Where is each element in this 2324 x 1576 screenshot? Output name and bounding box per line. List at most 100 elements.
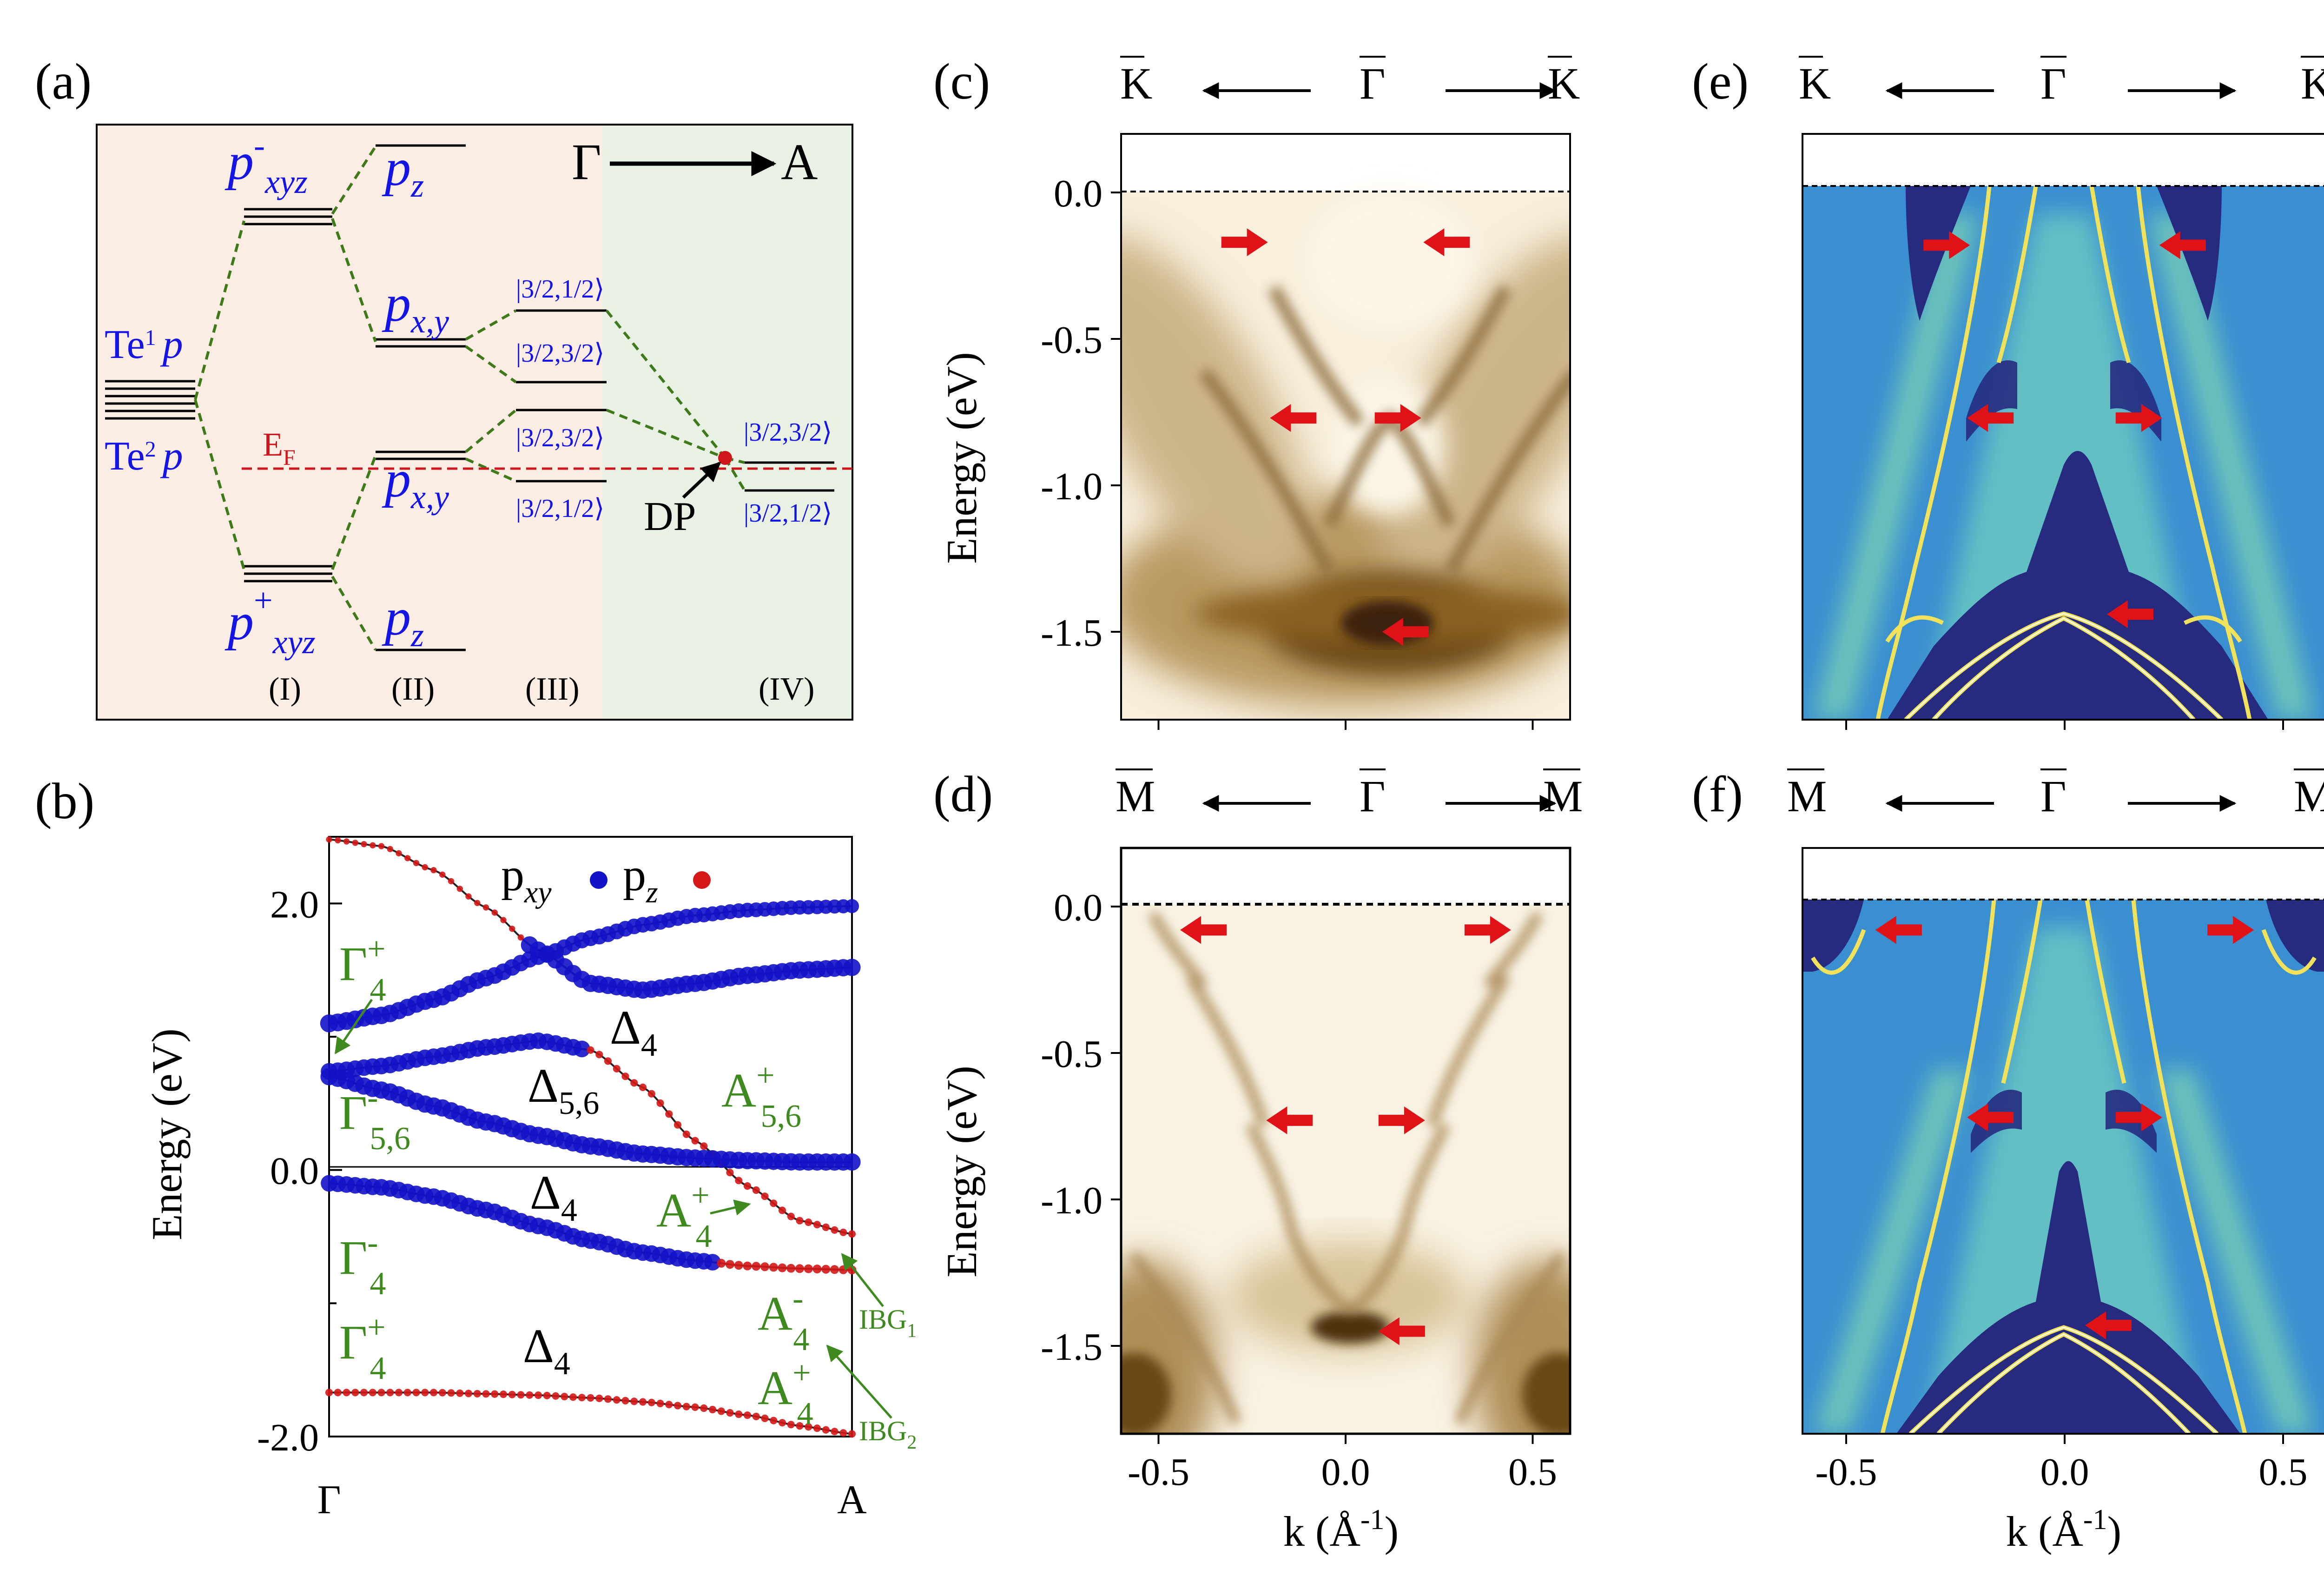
pz-point: [630, 1079, 638, 1087]
red-arrow-right: [1923, 231, 1970, 259]
pz-point: [778, 1263, 787, 1272]
panel-a-frame: [96, 124, 853, 721]
label-gamma4m: Γ-4: [339, 1225, 386, 1302]
pz-point: [830, 1265, 839, 1274]
pxy-point: [704, 1254, 721, 1271]
f-dark-pocket-left: [1802, 900, 1864, 972]
pz-point: [752, 1262, 761, 1271]
red-arrow-right: [1374, 404, 1421, 432]
b-xtick-label: Γ: [317, 1477, 341, 1523]
f-left-point: M: [1787, 771, 1827, 821]
pz-point: [717, 1258, 726, 1268]
pz-point: [456, 1389, 464, 1397]
pz-point: [508, 1391, 516, 1398]
e-x-ticks: [1845, 720, 2284, 730]
pz-point: [587, 1394, 594, 1402]
f-right-point: M: [2294, 771, 2324, 821]
f-arrows: [1875, 916, 2254, 1339]
pz-point: [804, 1264, 813, 1273]
panel-d-header: M Γ M: [1116, 768, 1583, 821]
b-ylabel: Energy (eV): [143, 1028, 191, 1240]
label-gamma4p-top: Γ+ 4: [339, 931, 386, 1008]
d-ylabel: Energy (eV): [938, 1066, 985, 1278]
pz-point: [795, 1264, 804, 1273]
pz-point: [500, 917, 507, 923]
pz-point: [848, 1430, 856, 1438]
te-p-levels: [105, 380, 195, 420]
pz-point: [447, 1389, 455, 1397]
b-xtick-label: A: [837, 1477, 867, 1523]
panel-f-simulation-mgm: (f) M Γ M: [1692, 766, 2324, 1555]
pz-point: [822, 1223, 830, 1231]
red-arrow-left: [2107, 600, 2153, 629]
pz-point: [429, 1389, 438, 1397]
pz-point: [360, 1389, 368, 1397]
pz-point: [805, 1423, 812, 1431]
pz-point: [387, 846, 393, 853]
f-center-point: Γ: [2040, 771, 2067, 821]
pz-point: [448, 878, 455, 885]
pz-point: [787, 1421, 795, 1429]
red-arrow-right: [1464, 916, 1511, 944]
pz-point: [787, 1212, 795, 1220]
pz-point: [813, 1424, 821, 1432]
pz-point: [482, 904, 489, 911]
legend-pxy-dot: [590, 871, 607, 889]
pz-top-label: pz: [382, 139, 424, 204]
ytick-label: 0.0: [1054, 172, 1103, 215]
ytick-label: -0.5: [1041, 1033, 1103, 1076]
label-delta4-a: Δ4: [610, 1001, 657, 1063]
xtick-label: 0.0: [2040, 1450, 2089, 1494]
e-right-point: K: [2301, 59, 2324, 108]
f-x-axis: -0.5 0.0 0.5: [1816, 1434, 2308, 1494]
pz-point: [474, 900, 481, 907]
ytick-label: -1.0: [1041, 1179, 1103, 1222]
dashed-connectors: [194, 146, 746, 651]
state-iv-1: |3/2,3/2⟩: [744, 418, 832, 447]
pz-point: [334, 1389, 342, 1397]
ytick-label: -1.0: [1041, 465, 1103, 508]
pz-point: [691, 1403, 699, 1411]
pz-point: [812, 1265, 822, 1274]
pz-point: [761, 1192, 769, 1200]
state-iii-2: |3/2,3/2⟩: [516, 339, 604, 368]
e-left-point: K: [1799, 59, 1831, 108]
d-y-axis: 0.0 -0.5 -1.0 -1.5: [1041, 886, 1121, 1369]
ytick-label: -1.5: [1041, 1325, 1103, 1369]
arrow-ibg2: [826, 1344, 892, 1419]
pz-point: [752, 1412, 760, 1420]
ii-levels: [376, 144, 466, 651]
pz-point: [491, 909, 498, 916]
pz-point: [482, 1390, 490, 1398]
f-dark-cone: [1896, 1161, 2240, 1434]
e-dark-pocket-left: [1906, 186, 1971, 321]
panel-a-left-region: [97, 125, 602, 720]
label-delta4-c: Δ4: [523, 1319, 570, 1382]
dp-label: DP: [644, 494, 696, 539]
panel-e-label: (e): [1692, 53, 1749, 110]
pxy-upper-label: px,y: [382, 275, 449, 340]
pz-point: [613, 1396, 621, 1404]
label-ibg2: IBG2: [859, 1416, 917, 1453]
f-xlabel: k (Å-1): [2006, 1504, 2121, 1555]
band-series: [325, 1389, 856, 1438]
pz-point: [543, 1391, 551, 1399]
pz-point: [534, 1391, 542, 1399]
pz-point: [361, 841, 367, 848]
gamma-label: Γ: [572, 133, 601, 190]
label-a4m: A-4: [758, 1281, 809, 1357]
label-gamma4p-bot: Γ+ 4: [339, 1310, 386, 1386]
red-arrow-left: [1378, 1317, 1425, 1345]
pz-point: [639, 1398, 647, 1406]
xtick-label: 0.5: [1508, 1450, 1557, 1494]
arrow-a4p-mid: [710, 1199, 751, 1216]
panel-f-header: M Γ M: [1787, 768, 2324, 821]
label-a4p-bot: A+ 4: [758, 1355, 813, 1432]
c-y-axis: 0.0 -0.5 -1.0 -1.5: [1041, 172, 1121, 655]
pz-point: [665, 1110, 673, 1118]
pz-point: [517, 934, 524, 941]
panel-d-arpes-mgm: (d) M Γ M: [933, 766, 1583, 1555]
p-minus-xyz-label: p-xyz: [224, 127, 308, 200]
pz-point: [813, 1221, 821, 1229]
